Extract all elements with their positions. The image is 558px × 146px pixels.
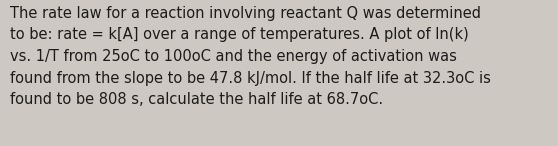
Text: The rate law for a reaction involving reactant Q was determined
to be: rate = k[: The rate law for a reaction involving re…	[10, 6, 491, 107]
